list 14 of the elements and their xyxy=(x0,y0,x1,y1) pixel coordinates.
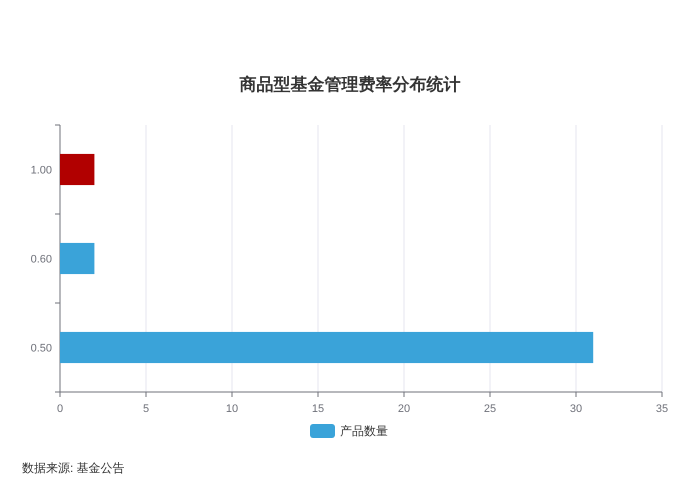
y-tick-label: 0.50 xyxy=(30,342,52,354)
x-tick-label: 20 xyxy=(398,403,410,415)
source-note: 数据来源: 基金公告 xyxy=(22,461,125,475)
y-tick-label: 0.60 xyxy=(30,254,52,266)
x-tick-label: 5 xyxy=(142,403,150,415)
y-tick-label: 1.00 xyxy=(30,164,52,176)
legend-label: 产品数量 xyxy=(340,424,388,438)
x-tick-label: 35 xyxy=(656,403,668,415)
x-tick-label: 30 xyxy=(570,403,582,415)
chart-title: 商品型基金管理费率分布统计 xyxy=(238,75,460,94)
x-tick-label: 25 xyxy=(484,403,496,415)
x-tick-label: 15 xyxy=(312,403,324,415)
x-tick-label: 0 xyxy=(56,403,64,415)
x-tick-label: 10 xyxy=(226,403,238,415)
